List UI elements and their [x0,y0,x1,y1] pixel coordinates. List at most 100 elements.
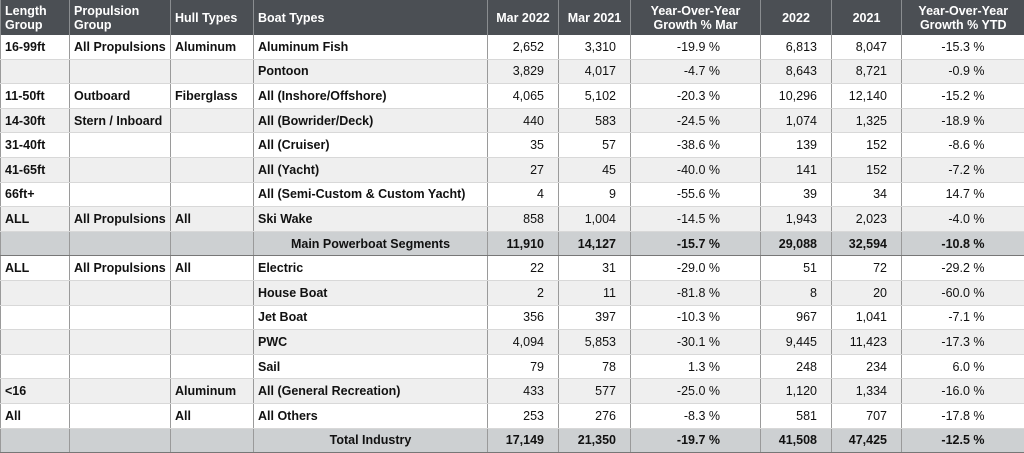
table-cell: 1,041 [831,305,902,331]
table-cell: -7.2 % [901,157,1024,183]
table-cell: 440 [487,108,559,134]
table-cell: 1,120 [760,378,832,404]
table-cell: 27 [487,157,559,183]
table-cell: 11,423 [831,329,902,355]
table-cell: All Propulsions [69,255,171,281]
table-cell: Aluminum [170,378,254,404]
table-cell: 4,065 [487,83,559,109]
table-cell: -15.3 % [901,35,1024,60]
table-cell: -40.0 % [630,157,761,183]
table-cell [170,329,254,355]
table-cell: -17.8 % [901,403,1024,429]
table-cell: 433 [487,378,559,404]
table-cell: 1,334 [831,378,902,404]
table-cell: Stern / Inboard [69,108,171,134]
table-cell: 3,829 [487,59,559,85]
table-cell: ALL [0,255,70,281]
table-cell: -10.8 % [901,230,1024,257]
table-cell: -19.9 % [630,35,761,60]
data-row: 31-40ft All (Cruiser) 35 57 -38.6 % 139 152 -8.… [0,132,1024,158]
table-cell [170,280,254,306]
table-cell: -24.5 % [630,108,761,134]
table-cell: House Boat [253,280,488,306]
column-header: Boat Types [253,0,488,35]
data-row: Sail 79 78 1.3 % 248 234 6.0 % [0,354,1024,380]
table-cell: -14.5 % [630,206,761,232]
table-cell [69,427,171,453]
table-cell: 581 [760,403,832,429]
table-cell: 51 [760,255,832,281]
table-cell: -10.3 % [630,305,761,331]
data-row: <16 Aluminum All (General Recreation) 433 57… [0,378,1024,404]
table-cell: All Propulsions [69,35,171,60]
table-cell: 1.3 % [630,354,761,380]
table-cell: All (Inshore/Offshore) [253,83,488,109]
table-cell: All (Yacht) [253,157,488,183]
table-cell: -29.0 % [630,255,761,281]
table-cell [69,280,171,306]
table-cell: -55.6 % [630,182,761,208]
table-cell: 8,643 [760,59,832,85]
column-header: Year-Over-Year Growth % Mar [630,0,761,35]
table-cell: 10,296 [760,83,832,109]
column-header: Propulsion Group [69,0,171,35]
table-cell: 141 [760,157,832,183]
table-cell: 8,047 [831,35,902,60]
table-cell: 4,094 [487,329,559,355]
table-cell: 1,074 [760,108,832,134]
data-row: 14-30ft Stern / Inboard All (Bowrider/Deck… [0,108,1024,134]
table-cell: -16.0 % [901,378,1024,404]
table-cell: 152 [831,157,902,183]
table-cell: 1,004 [558,206,631,232]
column-header: Mar 2022 [487,0,559,35]
data-row: House Boat 2 11 -81.8 % 8 20 -60.0 % [0,280,1024,306]
table-cell: 66ft+ [0,182,70,208]
table-cell: 276 [558,403,631,429]
table-cell: Fiberglass [170,83,254,109]
table-cell: 139 [760,132,832,158]
table-cell: 31-40ft [0,132,70,158]
table-cell [69,230,171,257]
table-cell [170,132,254,158]
table-cell: 11,910 [487,230,559,257]
table-cell: 11 [558,280,631,306]
data-row: Jet Boat 356 397 -10.3 % 967 1,041 -7.1 % [0,305,1024,331]
table-cell: 234 [831,354,902,380]
table-cell: -60.0 % [901,280,1024,306]
table-cell: 78 [558,354,631,380]
table-cell: 577 [558,378,631,404]
table-cell: -4.0 % [901,206,1024,232]
column-header: Hull Types [170,0,254,35]
table-cell [69,305,171,331]
table-cell: -0.9 % [901,59,1024,85]
table-cell: 45 [558,157,631,183]
table-cell [0,59,70,85]
table-cell [170,182,254,208]
table-cell: All Others [253,403,488,429]
table-cell: 11-50ft [0,83,70,109]
table-cell: 57 [558,132,631,158]
table-cell: 32,594 [831,230,902,257]
table-cell: 14,127 [558,230,631,257]
table-cell: All (Cruiser) [253,132,488,158]
table-cell: PWC [253,329,488,355]
table-cell: 31 [558,255,631,281]
table-cell: 967 [760,305,832,331]
column-header: Year-Over-Year Growth % YTD [901,0,1024,35]
table-cell: Pontoon [253,59,488,85]
table-cell: 22 [487,255,559,281]
table-cell [170,354,254,380]
data-row: Pontoon 3,829 4,017 -4.7 % 8,643 8,721 -0.9 % [0,59,1024,85]
table-cell [69,132,171,158]
table-cell: All [170,403,254,429]
table-cell: All (Semi-Custom & Custom Yacht) [253,182,488,208]
table-cell: 41,508 [760,427,832,453]
table-cell: -18.9 % [901,108,1024,134]
table-cell: 3,310 [558,35,631,60]
table-cell: -8.6 % [901,132,1024,158]
table-cell: Jet Boat [253,305,488,331]
table-cell: 8,721 [831,59,902,85]
table-cell: 707 [831,403,902,429]
table-cell: -12.5 % [901,427,1024,453]
